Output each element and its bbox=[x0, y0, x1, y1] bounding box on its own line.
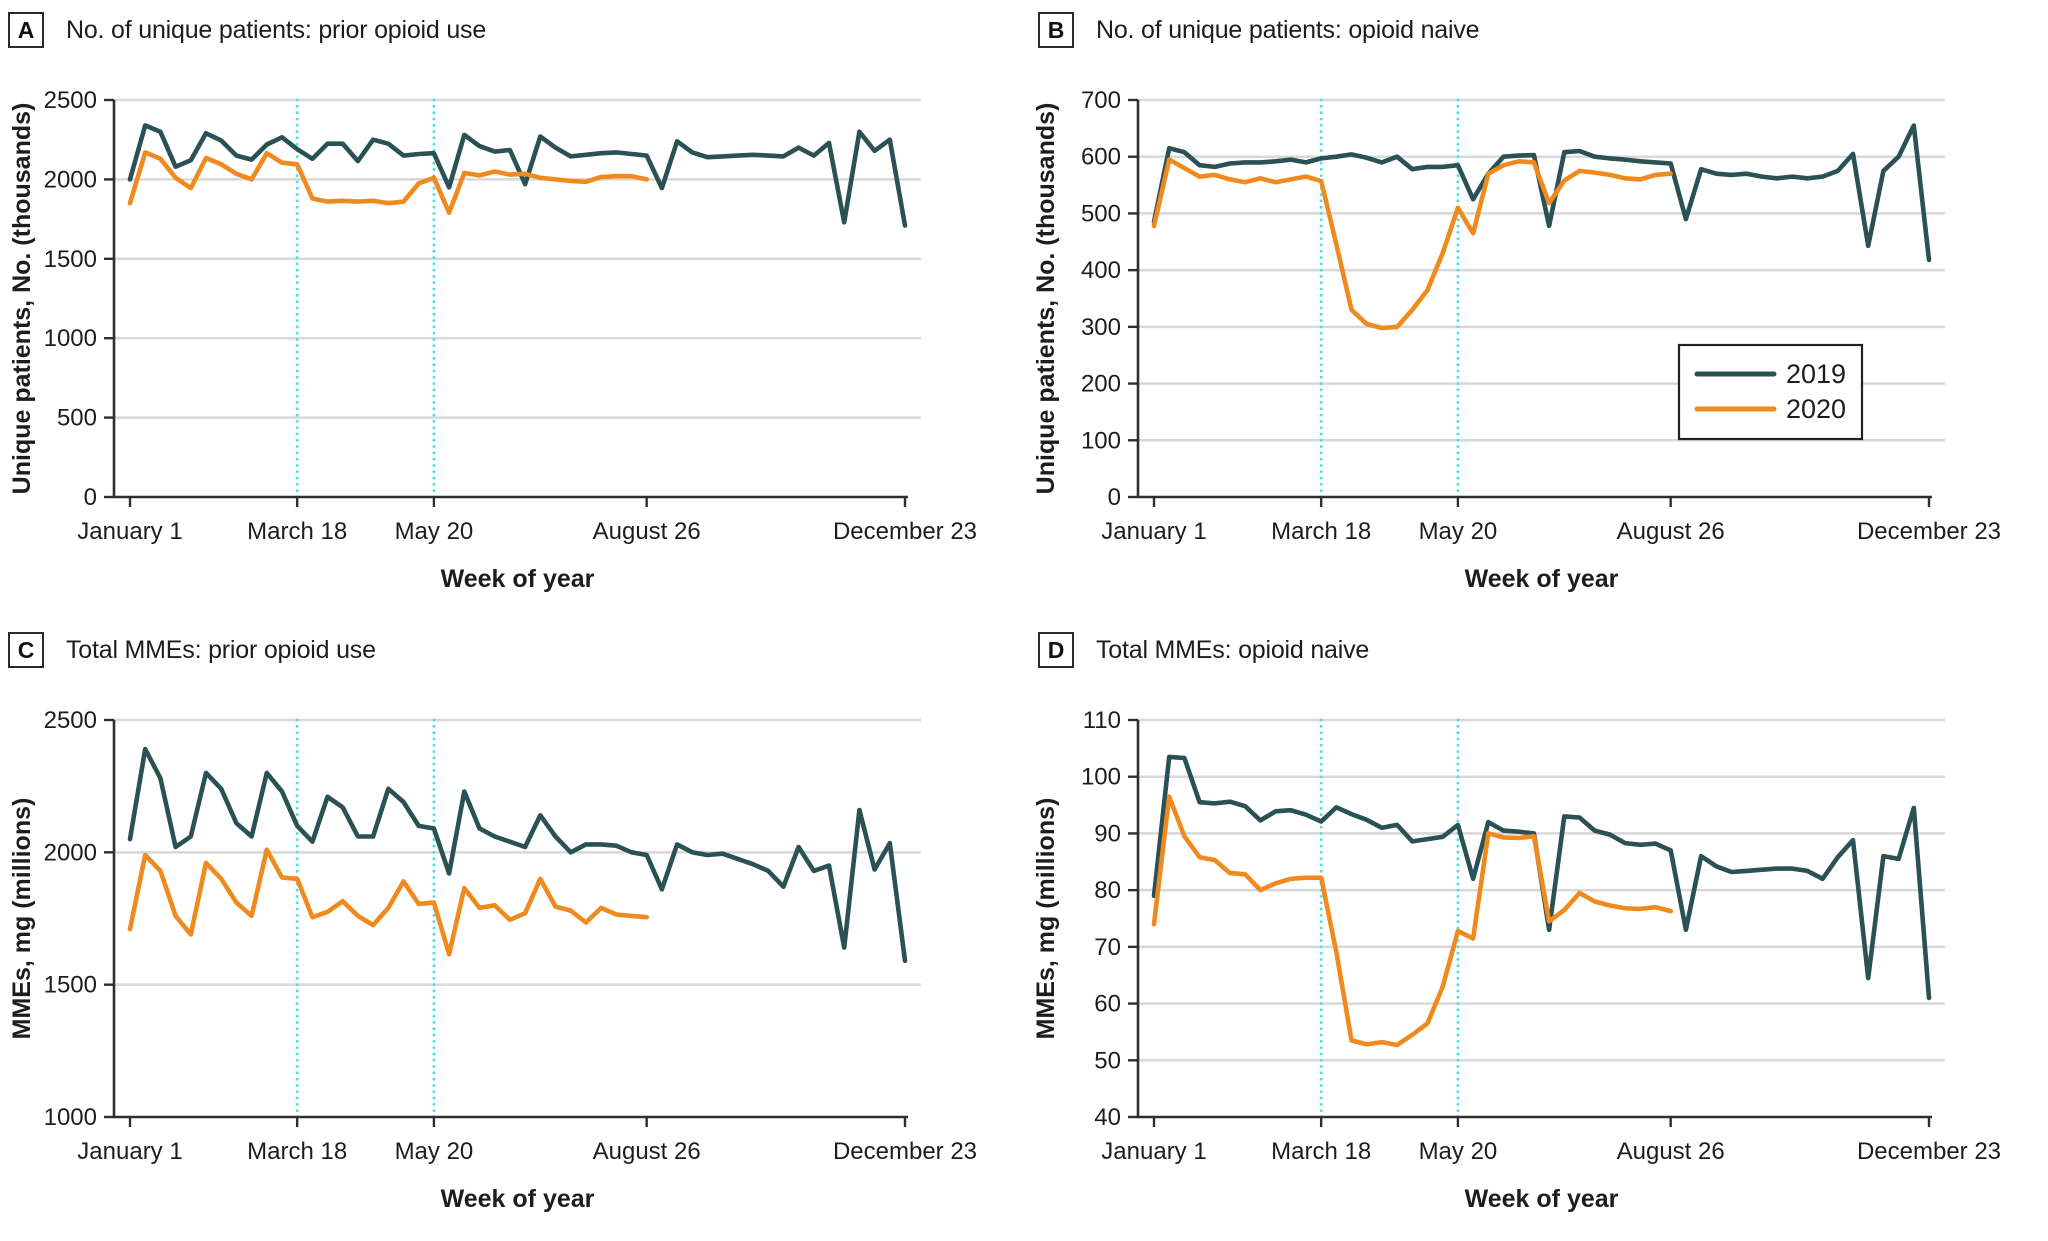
panel-a-title: No. of unique patients: prior opioid use bbox=[66, 15, 487, 44]
x-tick-label-week-35: August 26 bbox=[593, 518, 701, 545]
y-tick-label-60: 60 bbox=[1094, 991, 1121, 1018]
x-tick-label-week-35: August 26 bbox=[1617, 518, 1725, 545]
panel-a-chart: 0 500 1000 1500 2000 2500 January 1 March 18 May… bbox=[8, 87, 977, 593]
series-line-2019 bbox=[127, 123, 908, 228]
series-line-2019 bbox=[1151, 123, 1932, 263]
panel-c: C Total MMEs: prior opioid use 1000 1500 2… bbox=[0, 620, 1024, 1240]
panel-d-chart: 40 50 60 70 80 90 100 110 January 1 March 18 May 2… bbox=[1032, 707, 2001, 1213]
y-tick-label-1500: 1500 bbox=[44, 246, 97, 273]
panel-b-letter-badge: B bbox=[1038, 12, 1074, 48]
y-tick-label-100: 100 bbox=[1081, 427, 1121, 454]
y-axis-title: MMEs, mg (millions) bbox=[8, 798, 36, 1040]
x-tick-label-week-35: August 26 bbox=[593, 1138, 701, 1165]
panel-c-title: Total MMEs: prior opioid use bbox=[66, 635, 376, 664]
panel-a: A No. of unique patients: prior opioid u… bbox=[0, 0, 1024, 620]
x-tick-label-week-12: March 18 bbox=[247, 1138, 347, 1165]
x-axis-title: Week of year bbox=[1465, 1185, 1619, 1213]
panel-a-letter-badge: A bbox=[8, 12, 44, 48]
legend-label-2019: 2019 bbox=[1786, 359, 1846, 389]
y-tick-label-90: 90 bbox=[1094, 820, 1121, 847]
legend-label-2020: 2020 bbox=[1786, 394, 1846, 424]
y-tick-label-2000: 2000 bbox=[44, 166, 97, 193]
x-tick-label-week-12: March 18 bbox=[247, 518, 347, 545]
panel-b: B No. of unique patients: opioid naive 0… bbox=[1024, 0, 2048, 620]
y-tick-label-1500: 1500 bbox=[44, 972, 97, 999]
y-tick-label-70: 70 bbox=[1094, 934, 1121, 961]
panel-a-header: A No. of unique patients: prior opioid u… bbox=[8, 12, 486, 48]
x-tick-label-week-52: December 23 bbox=[1857, 1138, 2001, 1165]
panel-d: D Total MMEs: opioid naive 40 50 60 70 80 90 1… bbox=[1024, 620, 2048, 1240]
y-tick-label-1000: 1000 bbox=[44, 1104, 97, 1131]
y-tick-label-500: 500 bbox=[1081, 200, 1121, 227]
y-axis-title: MMEs, mg (millions) bbox=[1032, 798, 1060, 1040]
x-tick-label-week-52: December 23 bbox=[833, 1138, 977, 1165]
y-tick-label-1000: 1000 bbox=[44, 325, 97, 352]
y-tick-label-0: 0 bbox=[84, 484, 97, 511]
y-tick-label-2000: 2000 bbox=[44, 839, 97, 866]
y-tick-label-100: 100 bbox=[1081, 764, 1121, 791]
panel-c-chart: 1000 1500 2000 2500 January 1 March 18 May 20 A… bbox=[8, 707, 977, 1213]
x-axis-title: Week of year bbox=[1465, 565, 1619, 593]
x-tick-label-week-1: January 1 bbox=[77, 518, 182, 545]
x-tick-label-week-1: January 1 bbox=[1101, 518, 1206, 545]
series-line-2020 bbox=[1151, 794, 1674, 1048]
x-tick-label-week-21: May 20 bbox=[395, 1138, 474, 1165]
x-tick-label-week-1: January 1 bbox=[1101, 1138, 1206, 1165]
x-tick-label-week-21: May 20 bbox=[1419, 1138, 1498, 1165]
series-line-2019 bbox=[127, 746, 908, 964]
y-tick-label-2500: 2500 bbox=[44, 707, 97, 734]
x-tick-label-week-35: August 26 bbox=[1617, 1138, 1725, 1165]
series-line-2020 bbox=[1151, 157, 1674, 331]
series-line-2020 bbox=[127, 150, 650, 215]
x-axis-title: Week of year bbox=[441, 565, 595, 593]
y-tick-label-700: 700 bbox=[1081, 87, 1121, 114]
panel-d-title: Total MMEs: opioid naive bbox=[1096, 635, 1370, 664]
y-tick-label-2500: 2500 bbox=[44, 87, 97, 114]
y-tick-label-400: 400 bbox=[1081, 257, 1121, 284]
x-tick-label-week-12: March 18 bbox=[1271, 518, 1371, 545]
y-tick-label-300: 300 bbox=[1081, 314, 1121, 341]
y-tick-label-50: 50 bbox=[1094, 1047, 1121, 1074]
legend-box bbox=[1677, 343, 1864, 441]
y-tick-label-500: 500 bbox=[57, 405, 97, 432]
y-tick-label-200: 200 bbox=[1081, 371, 1121, 398]
y-axis-title: Unique patients, No. (thousands) bbox=[1032, 103, 1060, 495]
series-line-2020 bbox=[127, 847, 650, 957]
x-tick-label-week-21: May 20 bbox=[1419, 518, 1498, 545]
x-tick-label-week-12: March 18 bbox=[1271, 1138, 1371, 1165]
x-tick-label-week-21: May 20 bbox=[395, 518, 474, 545]
panel-d-header: D Total MMEs: opioid naive bbox=[1038, 632, 1369, 668]
y-tick-label-600: 600 bbox=[1081, 144, 1121, 171]
y-axis-title: Unique patients, No. (thousands) bbox=[8, 103, 36, 495]
x-tick-label-week-52: December 23 bbox=[1857, 518, 2001, 545]
x-tick-label-week-1: January 1 bbox=[77, 1138, 182, 1165]
x-tick-label-week-52: December 23 bbox=[833, 518, 977, 545]
panel-b-title: No. of unique patients: opioid naive bbox=[1096, 15, 1480, 44]
y-tick-label-40: 40 bbox=[1094, 1104, 1121, 1131]
y-tick-label-80: 80 bbox=[1094, 877, 1121, 904]
panel-c-header: C Total MMEs: prior opioid use bbox=[8, 632, 376, 668]
x-axis-title: Week of year bbox=[441, 1185, 595, 1213]
y-tick-label-110: 110 bbox=[1083, 707, 1121, 734]
panel-c-letter-badge: C bbox=[8, 632, 44, 668]
panel-b-chart: 0 100 200 300 400 500 600 700 January 1 March 18 M… bbox=[1032, 87, 2001, 593]
panel-d-letter-badge: D bbox=[1038, 632, 1074, 668]
y-tick-label-0: 0 bbox=[1108, 484, 1121, 511]
panel-b-header: B No. of unique patients: opioid naive bbox=[1038, 12, 1480, 48]
